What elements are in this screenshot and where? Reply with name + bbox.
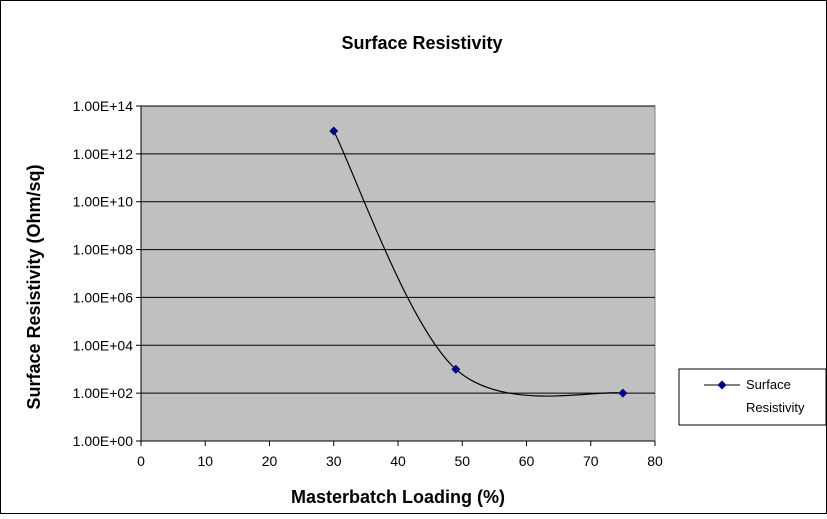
y-tick-label: 1.00E+10 (73, 194, 134, 210)
x-tick-label: 50 (454, 453, 470, 469)
y-tick-label: 1.00E+00 (73, 433, 134, 449)
tick-labels: 1.00E+00 1.00E+02 1.00E+04 1.00E+06 1.00E+08… (73, 98, 663, 469)
legend-box (678, 368, 827, 426)
legend: Surface Resistivity (678, 368, 827, 426)
x-tick-label: 60 (519, 453, 535, 469)
x-axis-title: Masterbatch Loading (%) (291, 487, 505, 507)
y-tick-label: 1.00E+06 (73, 289, 134, 305)
x-tick-label: 20 (262, 453, 278, 469)
x-tick-label: 30 (326, 453, 342, 469)
chart-title: Surface Resistivity (341, 33, 502, 53)
data-point-0 (329, 126, 339, 136)
series-line-0 (333, 130, 623, 397)
x-tick-label: 40 (390, 453, 406, 469)
y-tick-label: 1.00E+12 (73, 146, 134, 162)
x-tick-label: 10 (197, 453, 213, 469)
y-tick-label: 1.00E+08 (73, 242, 134, 258)
series-layer (329, 126, 628, 398)
x-tick-label: 0 (137, 453, 145, 469)
plot-area (140, 105, 656, 442)
y-axis-title: Surface Resistivity (Ohm/sq) (24, 164, 44, 409)
x-tick-label: 80 (647, 453, 663, 469)
y-tick-label: 1.00E+14 (73, 98, 134, 114)
x-tick-label: 70 (583, 453, 599, 469)
legend-label-line-1: Surface (746, 377, 791, 392)
axes (136, 105, 656, 446)
gridlines (141, 105, 655, 394)
y-tick-label: 1.00E+04 (73, 337, 134, 353)
legend-marker (717, 380, 727, 390)
legend-label-line-2: Resistivity (746, 400, 805, 415)
data-point-1 (451, 364, 461, 374)
data-point-2 (618, 388, 628, 398)
y-tick-label: 1.00E+02 (73, 385, 134, 401)
